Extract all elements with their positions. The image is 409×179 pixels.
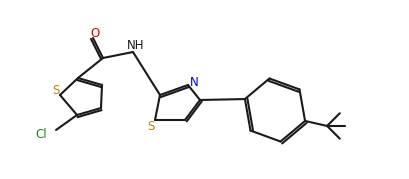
Text: N: N [189,76,198,88]
Text: O: O [90,26,99,40]
Text: NH: NH [127,38,144,52]
Text: S: S [52,83,60,96]
Text: Cl: Cl [35,127,47,141]
Text: S: S [147,120,154,132]
